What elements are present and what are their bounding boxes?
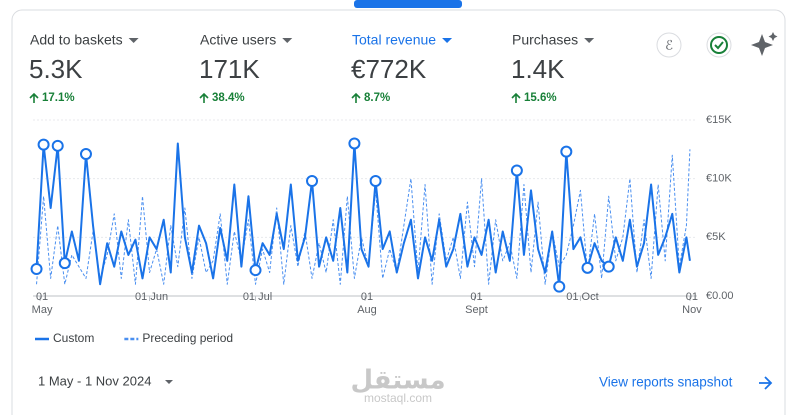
watermark-arabic: مستقل bbox=[350, 366, 445, 396]
view-snapshot-link[interactable]: View reports snapshot bbox=[599, 375, 733, 390]
anomaly-marker bbox=[369, 175, 382, 188]
legend-label: Custom bbox=[53, 331, 94, 345]
check-icon[interactable] bbox=[706, 32, 732, 58]
series-line bbox=[35, 142, 691, 288]
sparkle-icon[interactable] bbox=[751, 32, 778, 56]
x-tick-label: 01 Jun bbox=[135, 291, 169, 303]
dropdown-arrow[interactable] bbox=[282, 38, 293, 43]
metric-label[interactable]: Total revenue bbox=[352, 32, 436, 48]
date-range[interactable]: 1 May - 1 Nov 2024 bbox=[38, 373, 151, 388]
x-tick-label: 01 Aug bbox=[357, 291, 377, 316]
metric-value: €772K bbox=[351, 54, 427, 84]
metric-value: 171K bbox=[199, 54, 260, 84]
anomaly-marker bbox=[581, 261, 594, 274]
x-tick-label: 01 May bbox=[31, 291, 53, 316]
y-tick-label: €15K bbox=[706, 114, 732, 126]
series-line bbox=[36, 149, 691, 285]
insight-icon[interactable]: ℰ bbox=[656, 32, 682, 58]
anomaly-marker bbox=[510, 164, 523, 177]
up-arrow bbox=[351, 92, 361, 103]
anomaly-marker bbox=[58, 257, 71, 270]
dropdown-arrow[interactable] bbox=[584, 38, 595, 43]
anomaly-marker bbox=[37, 138, 50, 151]
metric-label[interactable]: Purchases bbox=[512, 32, 578, 48]
metric-change: 15.6% bbox=[524, 92, 557, 104]
anomaly-marker bbox=[306, 175, 319, 188]
metric-value: 1.4K bbox=[511, 54, 565, 84]
anomaly-marker bbox=[348, 137, 361, 150]
metric-value: 5.3K bbox=[29, 54, 83, 84]
anomaly-marker bbox=[553, 280, 566, 293]
x-tick-label: 01 Jul bbox=[242, 291, 273, 303]
anomaly-marker bbox=[602, 260, 615, 273]
link-arrow[interactable] bbox=[759, 376, 773, 390]
metric-change: 38.4% bbox=[212, 92, 245, 104]
dropdown-arrow[interactable] bbox=[165, 380, 173, 384]
anomaly-marker bbox=[30, 263, 43, 276]
selected-tab-bar bbox=[354, 0, 462, 8]
x-tick-label: 01 Nov bbox=[682, 291, 702, 316]
dropdown-arrow[interactable] bbox=[128, 38, 139, 43]
anomaly-marker bbox=[249, 264, 262, 277]
up-arrow bbox=[199, 92, 209, 103]
anomaly-marker bbox=[51, 139, 64, 152]
up-arrow bbox=[29, 92, 39, 103]
anomaly-marker bbox=[560, 145, 573, 158]
legend-label: Preceding period bbox=[142, 331, 233, 345]
y-tick-label: €5K bbox=[706, 231, 726, 243]
card-border bbox=[11, 9, 786, 415]
svg-text:ℰ: ℰ bbox=[665, 37, 673, 52]
x-tick-label: 01 Sept bbox=[465, 291, 488, 316]
metric-label[interactable]: Active users bbox=[200, 32, 276, 48]
x-tick-label: 01 Oct bbox=[566, 291, 599, 303]
anomaly-marker bbox=[79, 148, 92, 161]
metric-change: 8.7% bbox=[364, 92, 390, 104]
watermark-latin: mostaql.com bbox=[364, 391, 432, 405]
up-arrow bbox=[511, 92, 521, 103]
dropdown-arrow[interactable] bbox=[442, 38, 453, 43]
y-tick-label: €0.00 bbox=[706, 290, 734, 302]
metric-label[interactable]: Add to baskets bbox=[30, 32, 123, 48]
metric-change: 17.1% bbox=[42, 92, 75, 104]
y-tick-label: €10K bbox=[706, 173, 732, 185]
